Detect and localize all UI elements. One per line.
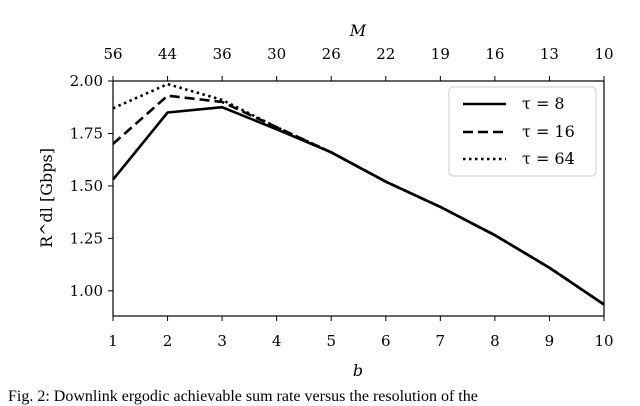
top-tick-label: 26 — [322, 45, 341, 63]
x-tick-label: 10 — [594, 332, 613, 350]
x-tick-label: 2 — [163, 332, 173, 350]
y-tick-label: 1.00 — [70, 282, 103, 300]
top-tick-label: 56 — [103, 45, 122, 63]
x-axis-label: b — [353, 361, 363, 380]
top-tick-label: 44 — [158, 45, 177, 63]
y-axis-label: R^dl [Gbps] — [37, 148, 56, 248]
y-tick-label: 1.25 — [70, 229, 103, 247]
top-axis-label: M — [349, 21, 367, 40]
figure-caption: Fig. 2: Downlink ergodic achievable sum … — [8, 388, 640, 406]
x-tick-label: 1 — [108, 332, 118, 350]
x-tick-label: 7 — [436, 332, 446, 350]
y-tick-label: 1.50 — [70, 177, 103, 195]
top-tick-label: 36 — [213, 45, 232, 63]
legend: τ = 8 τ = 16 τ = 64 — [449, 87, 596, 176]
top-tick-label: 22 — [376, 45, 395, 63]
x-tick-label: 5 — [326, 332, 336, 350]
y-tick-label: 2.00 — [70, 72, 103, 90]
legend-label-tau-8: τ = 8 — [522, 94, 565, 113]
x-tick-label: 3 — [217, 332, 227, 350]
x-tick-label: 8 — [490, 332, 500, 350]
x-tick-label: 9 — [545, 332, 555, 350]
top-tick-label: 10 — [594, 45, 613, 63]
legend-label-tau-16: τ = 16 — [522, 122, 575, 141]
top-tick-label: 30 — [267, 45, 286, 63]
top-tick-label: 13 — [540, 45, 559, 63]
legend-label-tau-64: τ = 64 — [522, 149, 575, 168]
y-tick-label: 1.75 — [70, 124, 103, 142]
x-tick-label: 4 — [272, 332, 282, 350]
top-tick-label: 19 — [431, 45, 450, 63]
top-tick-label: 16 — [485, 45, 504, 63]
x-tick-label: 6 — [381, 332, 391, 350]
